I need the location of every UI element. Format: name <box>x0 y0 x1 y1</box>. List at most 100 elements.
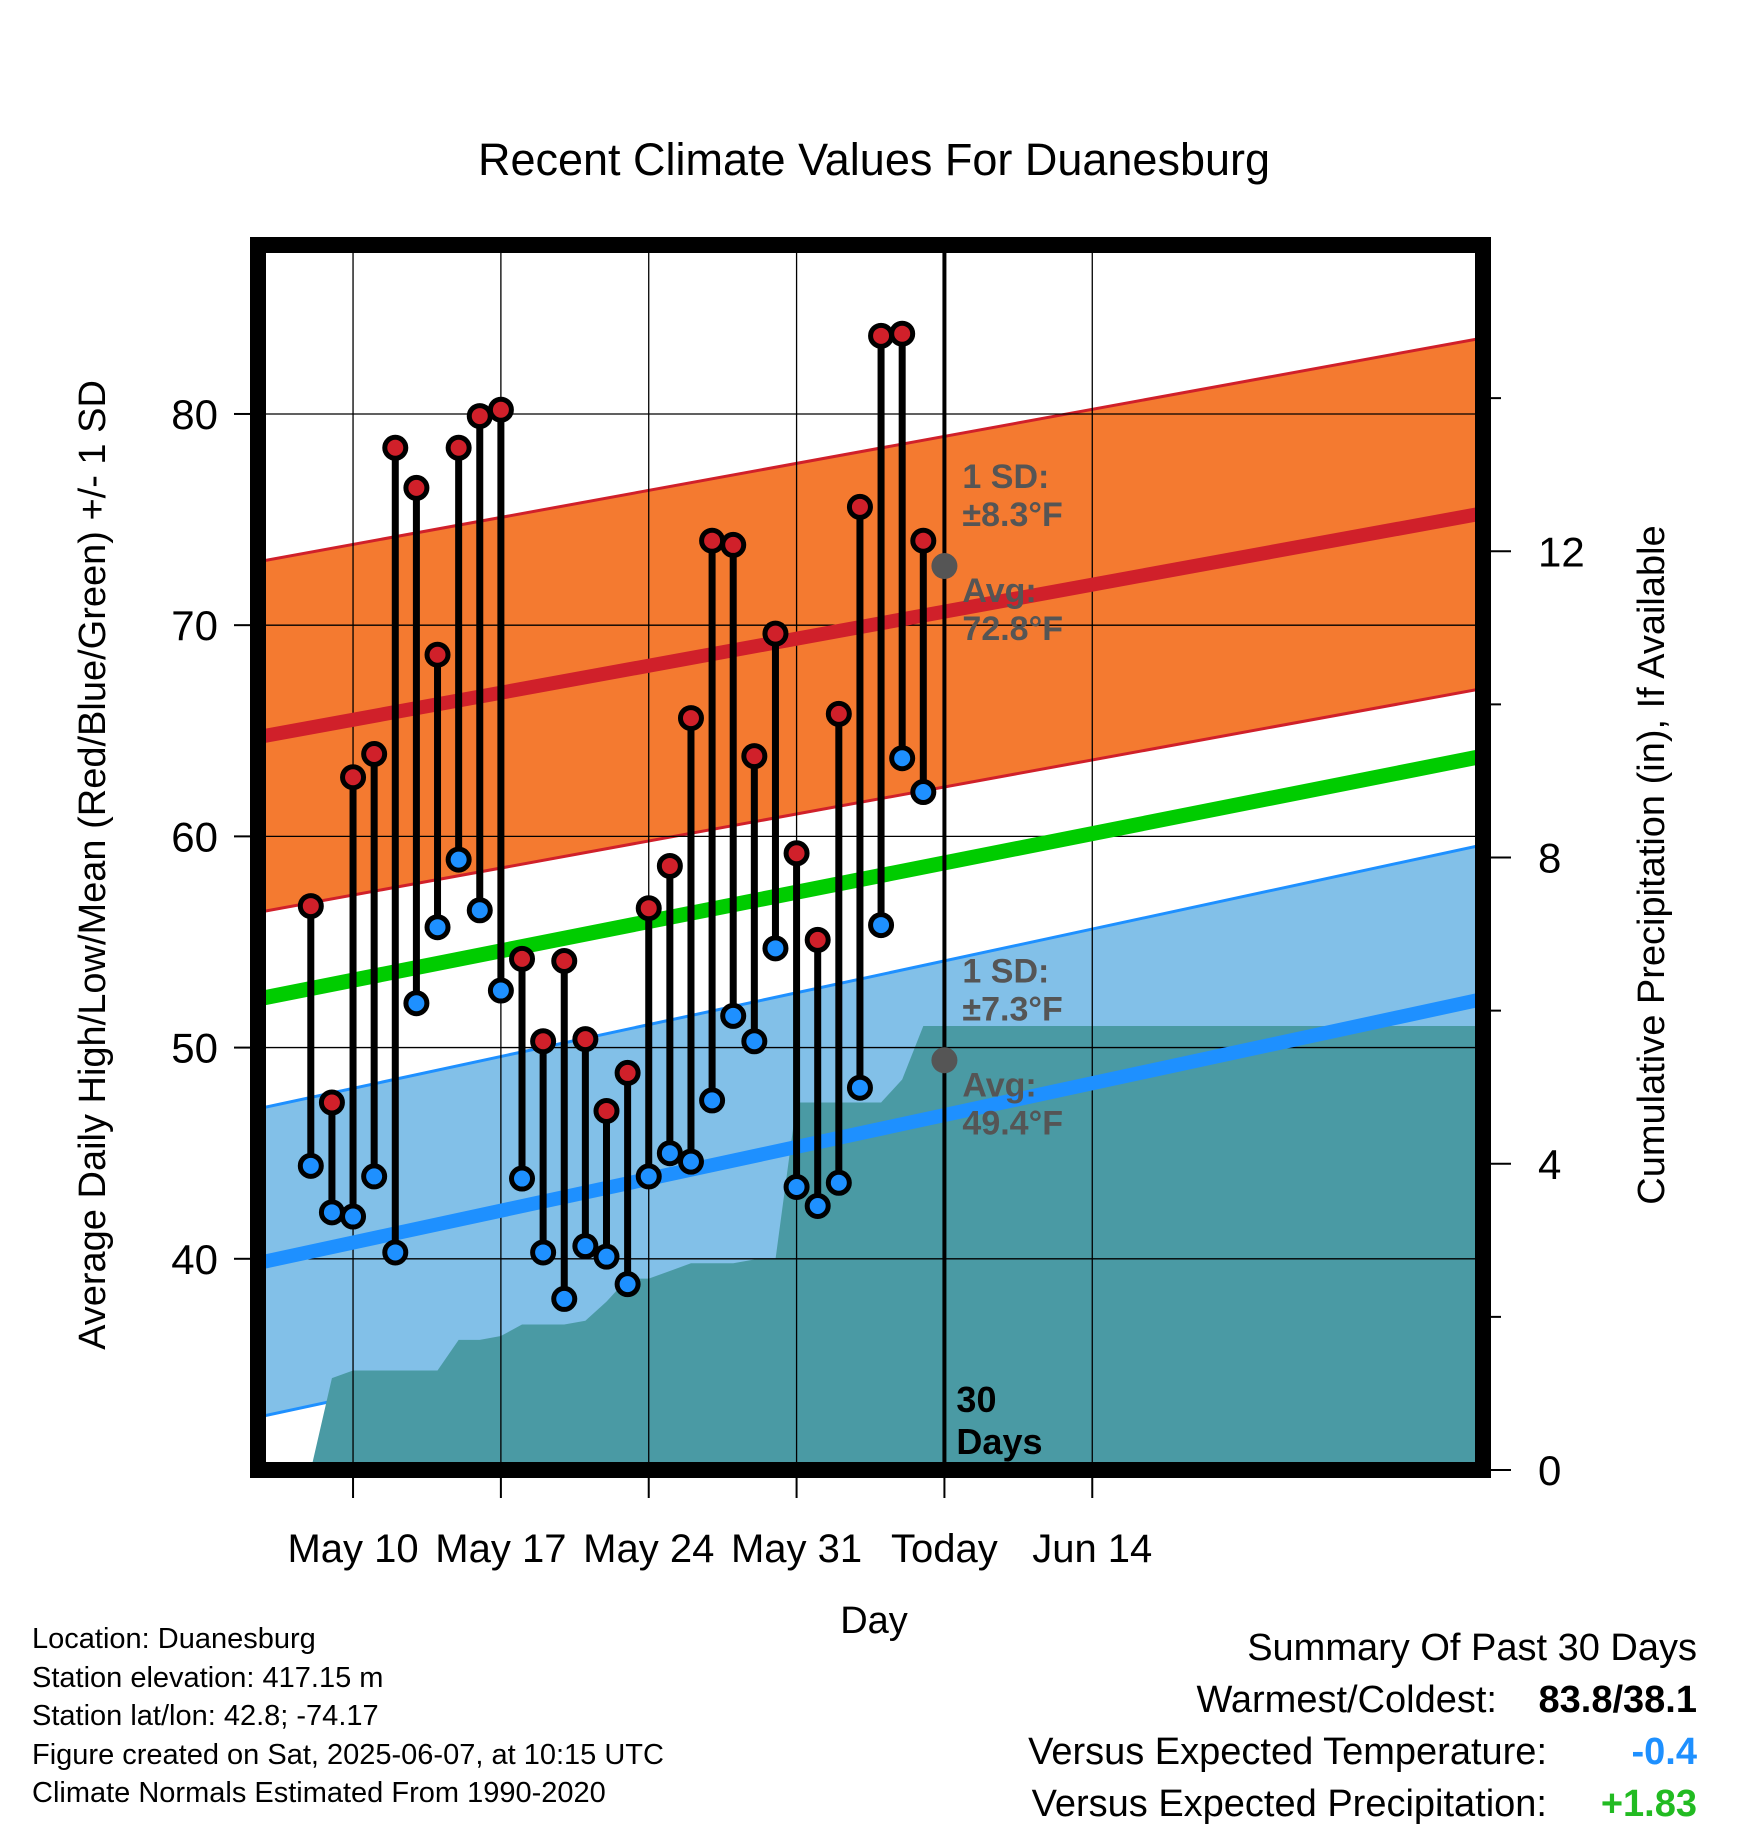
x-tick-label: May 17 <box>435 1527 566 1571</box>
mean-normal-line <box>258 748 1483 1007</box>
daily-high-point <box>551 947 578 974</box>
daily-high-point <box>846 493 873 520</box>
daily-low-point <box>361 1163 388 1190</box>
high-normal-band-upper-edge <box>258 336 1483 564</box>
low-avg-value: 49.4°F <box>962 1104 1063 1142</box>
low-normal-band-upper-edge <box>258 843 1483 1111</box>
daily-low-point <box>551 1285 578 1312</box>
daily-low-point <box>445 846 472 873</box>
high-avg-value: 72.8°F <box>962 610 1063 648</box>
daily-low-point <box>804 1192 831 1219</box>
elevation-text: Station elevation: 417.15 m <box>32 1661 384 1694</box>
precipitation-area <box>310 1025 1483 1470</box>
daily-low-point <box>466 897 493 924</box>
high-avg-label: Avg: <box>962 572 1036 610</box>
daily-low-point <box>762 935 789 962</box>
y2-tick-label: 8 <box>1538 835 1561 882</box>
daily-high-point <box>804 926 831 953</box>
daily-low-point <box>297 1152 324 1179</box>
chart-title: Recent Climate Values For Duanesburg <box>478 134 1270 185</box>
daily-low-point <box>677 1148 704 1175</box>
temperature-label: Versus Expected Temperature: <box>1028 1731 1547 1773</box>
daily-high-point <box>910 527 937 554</box>
daily-high-point <box>741 743 768 770</box>
daily-high-point <box>868 322 895 349</box>
daily-low-point <box>846 1074 873 1101</box>
daily-high-point <box>445 434 472 461</box>
days-word-label: Days <box>956 1421 1042 1462</box>
daily-low-point <box>593 1243 620 1270</box>
daily-high-point <box>889 320 916 347</box>
daily-high-point <box>825 700 852 727</box>
summary-precipitation-row: Versus Expected Precipitation: +1.83 <box>797 1778 1697 1830</box>
daily-high-point <box>403 474 430 501</box>
low-avg-label: Avg: <box>962 1066 1036 1104</box>
daily-high-point <box>762 620 789 647</box>
y2-tick-label: 4 <box>1538 1141 1561 1188</box>
high-normal-line <box>258 506 1483 744</box>
y2-tick-label: 12 <box>1538 528 1585 575</box>
daily-low-point <box>720 1002 747 1029</box>
low-normal-line <box>258 992 1483 1270</box>
y-tick-label: 80 <box>171 391 218 438</box>
days-count-label: 30 <box>956 1379 996 1420</box>
daily-high-point <box>318 1089 345 1116</box>
summary-temperature-row: Versus Expected Temperature: -0.4 <box>797 1726 1697 1778</box>
x-tick-label: Jun 14 <box>1032 1527 1152 1571</box>
low-sd-value: ±7.3°F <box>962 990 1062 1028</box>
daily-high-point <box>593 1097 620 1124</box>
daily-low-point <box>424 914 451 941</box>
daily-high-point <box>297 893 324 920</box>
daily-low-point <box>635 1163 662 1190</box>
daily-low-point <box>656 1140 683 1167</box>
daily-low-point <box>382 1239 409 1266</box>
station-info: Location: Duanesburg Station elevation: … <box>32 1620 664 1813</box>
daily-low-point <box>825 1169 852 1196</box>
created-text: Figure created on Sat, 2025-06-07, at 10… <box>32 1738 664 1771</box>
daily-low-point <box>910 779 937 806</box>
daily-high-point <box>635 895 662 922</box>
y-tick-label: 50 <box>171 1025 218 1072</box>
daily-low-point <box>530 1239 557 1266</box>
y-tick-label: 60 <box>171 813 218 860</box>
daily-high-point <box>340 764 367 791</box>
daily-low-point <box>741 1028 768 1055</box>
daily-high-point <box>699 527 726 554</box>
daily-low-point <box>509 1165 536 1192</box>
daily-low-point <box>487 977 514 1004</box>
daily-low-point <box>318 1199 345 1226</box>
x-tick-label: May 10 <box>287 1527 418 1571</box>
low-sd-label: 1 SD: <box>962 952 1049 990</box>
x-tick-label: May 24 <box>583 1527 714 1571</box>
temperature-value: -0.4 <box>1631 1731 1697 1773</box>
latlon-text: Station lat/lon: 42.8; -74.17 <box>32 1700 379 1732</box>
daily-high-point <box>656 852 683 879</box>
daily-high-point <box>530 1028 557 1055</box>
daily-low-point <box>403 990 430 1017</box>
daily-high-point <box>677 705 704 732</box>
high-sd-label: 1 SD: <box>962 458 1049 496</box>
y2-tick-label: 0 <box>1538 1447 1561 1494</box>
summary-panel: Summary Of Past 30 Days Warmest/Coldest:… <box>797 1622 1697 1830</box>
daily-low-point <box>340 1203 367 1230</box>
high-normal-band-lower-edge <box>258 687 1483 914</box>
warmest-label: Warmest/Coldest: <box>1196 1679 1497 1721</box>
low-avg-marker <box>931 1047 958 1074</box>
daily-high-point <box>783 840 810 867</box>
high-avg-marker <box>931 553 958 580</box>
daily-high-point <box>720 531 747 558</box>
x-tick-label: Today <box>891 1527 998 1571</box>
plot-frame <box>250 237 1491 1478</box>
high-sd-value: ±8.3°F <box>962 496 1062 534</box>
warmest-value: 83.8/38.1 <box>1538 1679 1697 1721</box>
daily-high-point <box>382 434 409 461</box>
daily-high-point <box>572 1026 599 1053</box>
daily-high-point <box>424 641 451 668</box>
y-tick-label: 70 <box>171 602 218 649</box>
axes: 40 50 60 70 80 0 4 8 12 May 10 May 17 May 24 May 31 T… <box>171 237 1585 1571</box>
summary-warmest-row: Warmest/Coldest: 83.8/38.1 <box>797 1674 1697 1726</box>
daily-low-point <box>868 912 895 939</box>
precipitation-value: +1.83 <box>1600 1783 1697 1825</box>
